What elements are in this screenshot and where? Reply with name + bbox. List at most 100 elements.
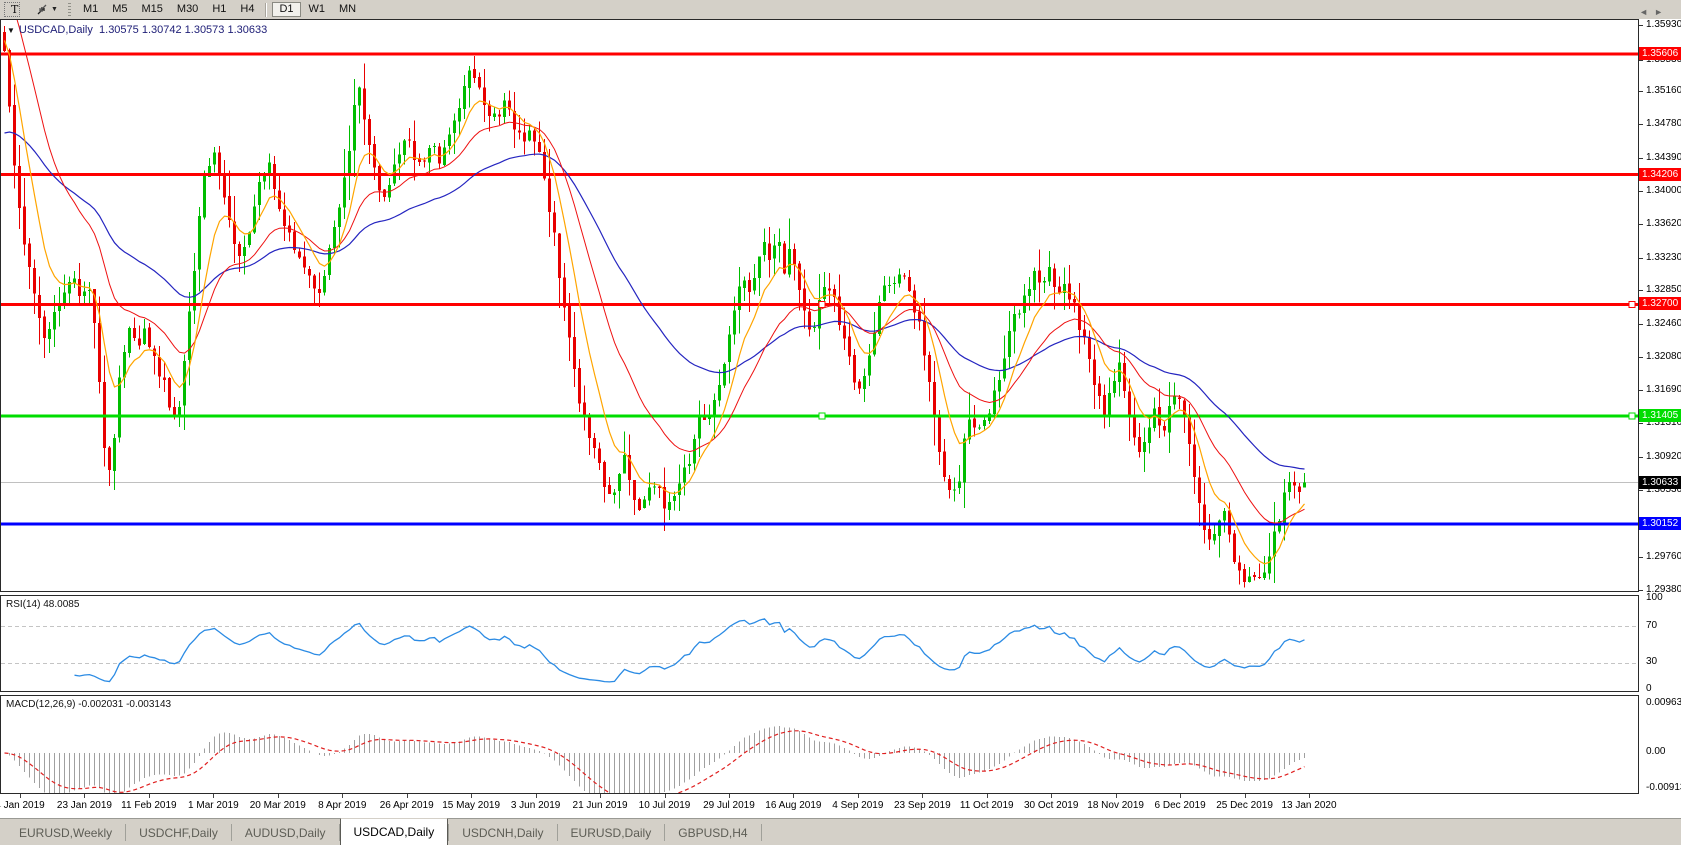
chart-tab-audusd-daily[interactable]: AUDUSD,Daily (244, 825, 326, 840)
date-label: 23 Jan 2019 (56, 800, 112, 811)
timeframe-button-h1[interactable]: H1 (212, 3, 227, 15)
date-label: 26 Apr 2019 (379, 800, 434, 811)
date-tick-mark (922, 794, 924, 798)
price-tick-mark (1639, 59, 1643, 61)
timeframe-button-m5[interactable]: M5 (112, 3, 128, 15)
date-tick-mark (857, 794, 859, 798)
price-tick-mark (1639, 257, 1643, 259)
hline-price-label: 1.35606 (1639, 47, 1681, 60)
hline-price-label: 1.34206 (1639, 167, 1681, 181)
rsi-axis-label: 30 (1646, 656, 1658, 668)
rsi-panel[interactable]: RSI(14) 48.0085 (0, 595, 1639, 692)
date-label: 10 Jul 2019 (638, 800, 691, 811)
timeframe-button-mn[interactable]: MN (339, 3, 357, 15)
tab-separator (664, 824, 666, 841)
price-tick-mark (1639, 589, 1643, 591)
price-chart-canvas[interactable] (1, 20, 1638, 591)
price-tick-label: 1.34390 (1646, 151, 1681, 163)
date-tick-mark (1051, 794, 1053, 798)
macd-canvas[interactable] (1, 696, 1638, 793)
date-tick-mark (1115, 794, 1117, 798)
date-tick-mark (728, 794, 730, 798)
price-tick-label: 1.31690 (1646, 384, 1681, 396)
timeframe-button-m30[interactable]: M30 (176, 3, 199, 15)
macd-axis-label: 0.00 (1646, 746, 1666, 757)
date-label: 18 Nov 2019 (1087, 800, 1144, 811)
chart-title-ohlc: 1.30575 1.30742 1.30573 1.30633 (99, 24, 268, 36)
date-label: 25 Dec 2019 (1216, 800, 1273, 811)
rsi-axis-label: 0 (1646, 683, 1652, 694)
t-tool-button[interactable]: T (4, 2, 20, 17)
price-tick-mark (1639, 157, 1643, 159)
date-label: 6 Dec 2019 (1154, 800, 1206, 811)
rsi-axis-label: 70 (1646, 619, 1658, 631)
tab-separator (230, 824, 232, 841)
price-tick-label: 1.29760 (1646, 550, 1681, 562)
timeframe-button-w1[interactable]: W1 (308, 3, 326, 15)
hline-price-label: 1.31405 (1639, 409, 1681, 423)
price-tick-mark (1639, 290, 1643, 292)
chart-tab-usdchf-daily[interactable]: USDCHF,Daily (139, 825, 218, 840)
arrows-tool-button[interactable]: ▼ (35, 3, 58, 16)
price-chart-panel[interactable]: ▼ USDCAD,Daily 1.30575 1.30742 1.30573 1.… (0, 19, 1639, 592)
date-label: 30 Oct 2019 (1023, 800, 1079, 811)
price-tick-label: 1.29380 (1646, 583, 1681, 595)
price-tick-mark (1639, 490, 1643, 492)
date-label: 13 Jan 2020 (1281, 800, 1337, 811)
toolbar-grip (67, 2, 71, 17)
timeframe-button-d1[interactable]: D1 (272, 2, 301, 17)
date-tick-mark (84, 794, 86, 798)
date-label: 1 Mar 2019 (188, 800, 239, 811)
price-tick-mark (1639, 456, 1643, 458)
hline-price-label: 1.32700 (1639, 297, 1681, 311)
chevron-down-icon[interactable]: ▼ (51, 6, 58, 13)
rsi-label: RSI(14) 48.0085 (6, 599, 80, 610)
price-tick-label: 1.32850 (1646, 284, 1681, 296)
chart-title: ▼ USDCAD,Daily 1.30575 1.30742 1.30573 1.… (7, 24, 267, 36)
price-tick-mark (1639, 423, 1643, 425)
tab-scroll-arrows: ◄► (1639, 7, 1669, 17)
price-tick-mark (1639, 191, 1643, 193)
timeframe-button-m15[interactable]: M15 (141, 3, 163, 15)
current-price-label: 1.30633 (1639, 475, 1681, 489)
date-label: 3 Jun 2019 (510, 800, 561, 811)
date-label: 4 Sep 2019 (832, 800, 884, 811)
date-tick-mark (406, 794, 408, 798)
date-tick-mark (986, 794, 988, 798)
date-tick-mark (277, 794, 279, 798)
date-tick-mark (213, 794, 215, 798)
chart-tab-eurusd-weekly[interactable]: EURUSD,Weekly (19, 825, 113, 840)
timeframe-button-m1[interactable]: M1 (82, 3, 99, 15)
tab-separator (448, 824, 450, 841)
price-tick-mark (1639, 356, 1643, 358)
price-tick-label: 1.31310 (1646, 417, 1681, 429)
date-label: 4 Jan 2019 (0, 800, 45, 811)
time-axis[interactable]: 4 Jan 2019 23 Jan 2019 11 Feb 2019 1 Mar 20… (0, 794, 1639, 818)
timeframe-group: M1 M5 M15 M30 H1 H4 D1 W1 MN (76, 2, 363, 17)
rsi-canvas[interactable] (1, 596, 1638, 691)
price-tick-label: 1.30920 (1646, 450, 1681, 462)
tab-scroll-right-icon[interactable]: ► (1654, 7, 1669, 17)
price-tick-label: 1.35930 (1646, 19, 1681, 31)
date-tick-mark (1180, 794, 1182, 798)
date-tick-mark (20, 794, 21, 798)
chart-tab-eurusd-daily[interactable]: EURUSD,Daily (570, 825, 652, 840)
date-tick-mark (664, 794, 666, 798)
price-axis[interactable]: 1.359301.355301.351601.347801.343901.340… (1639, 19, 1681, 794)
chart-tab-gbpusd-h4[interactable]: GBPUSD,H4 (678, 825, 748, 840)
macd-panel[interactable]: MACD(12,26,9) -0.002031 -0.003143 (0, 695, 1639, 794)
price-tick-label: 1.34780 (1646, 118, 1681, 130)
price-tick-mark (1639, 25, 1643, 27)
timeframe-button-h4[interactable]: H4 (240, 3, 255, 15)
chart-menu-triangle-icon[interactable]: ▼ (7, 26, 15, 35)
date-label: 8 Apr 2019 (318, 800, 367, 811)
price-tick-label: 1.33620 (1646, 218, 1681, 230)
price-tick-label: 1.35160 (1646, 85, 1681, 97)
chart-tab-usdcnh-daily[interactable]: USDCNH,Daily (462, 825, 544, 840)
chart-tab-usdcad-daily[interactable]: USDCAD,Daily (339, 818, 449, 845)
price-tick-mark (1639, 324, 1643, 326)
price-tick-mark (1639, 124, 1643, 126)
tab-scroll-left-icon[interactable]: ◄ (1639, 7, 1655, 17)
macd-label: MACD(12,26,9) -0.002031 -0.003143 (6, 699, 172, 710)
